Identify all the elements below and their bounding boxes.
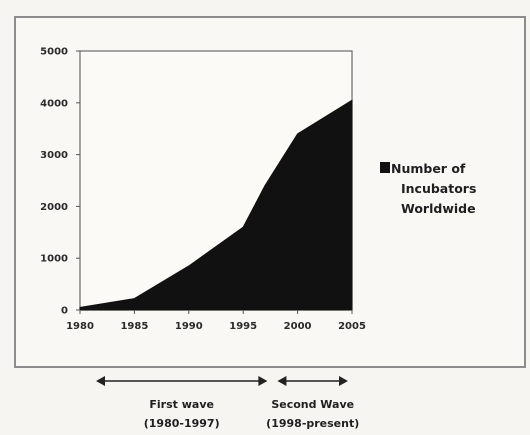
wave-caption: (1980-1997) — [144, 417, 220, 430]
legend-label-line: Worldwide — [401, 201, 476, 216]
legend-swatch — [380, 162, 390, 173]
x-tick-label: 1995 — [229, 321, 257, 332]
y-tick-label: 4000 — [40, 98, 68, 109]
x-tick-label: 1985 — [120, 321, 148, 332]
y-tick-label: 3000 — [40, 150, 68, 161]
x-tick-label: 2005 — [338, 321, 366, 332]
wave-caption: First wave — [149, 398, 214, 411]
legend-label-line: Number of — [391, 161, 466, 176]
wave-arrow-left-head — [277, 376, 287, 386]
legend-label-line: Incubators — [401, 181, 476, 196]
y-tick-label: 2000 — [40, 202, 68, 213]
y-tick-label: 0 — [61, 306, 68, 317]
y-tick-label: 1000 — [40, 254, 68, 265]
x-tick-label: 2000 — [284, 321, 312, 332]
x-tick-label: 1990 — [175, 321, 203, 332]
wave-arrow-right-head — [339, 376, 348, 386]
area-series-incubators — [79, 99, 353, 311]
x-tick-label: 1980 — [66, 321, 94, 332]
wave-caption: Second Wave — [271, 398, 354, 411]
wave-arrow-left-head — [96, 376, 105, 386]
wave-caption: (1998-present) — [266, 417, 359, 430]
y-tick-label: 5000 — [40, 47, 68, 58]
wave-arrow-right-head — [258, 376, 268, 386]
